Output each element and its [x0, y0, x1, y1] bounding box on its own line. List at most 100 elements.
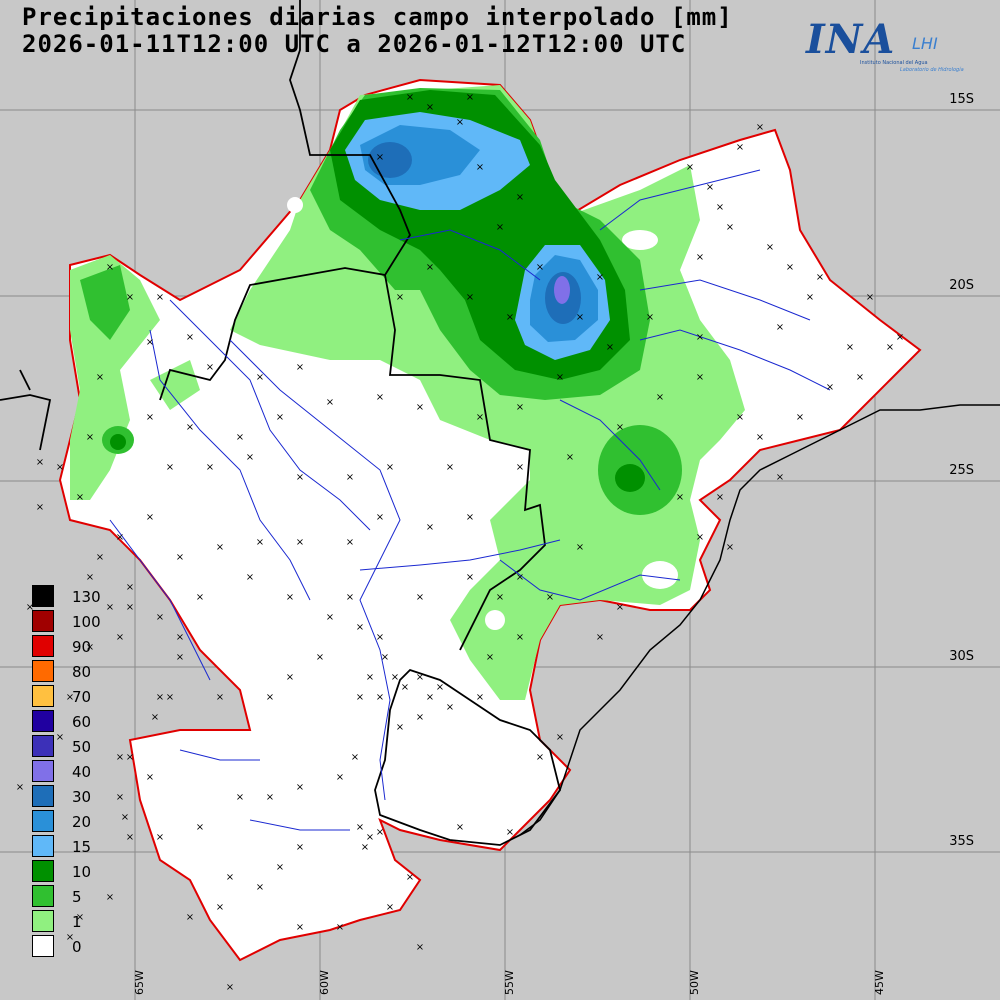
station-marker: ×: [426, 262, 434, 273]
legend-item: 100: [32, 610, 102, 635]
station-marker: ×: [126, 292, 134, 303]
station-marker: ×: [336, 922, 344, 933]
station-marker: ×: [296, 362, 304, 373]
station-marker: ×: [386, 902, 394, 913]
station-marker: ×: [296, 782, 304, 793]
station-marker: ×: [406, 872, 414, 883]
station-marker: ×: [546, 592, 554, 603]
station-marker: ×: [596, 632, 604, 643]
legend-item: 0: [32, 935, 102, 960]
station-marker: ×: [376, 827, 384, 838]
station-marker: ×: [676, 492, 684, 503]
station-marker: ×: [366, 672, 374, 683]
legend-swatch: [32, 935, 54, 957]
lat-label-25s: 25S: [949, 463, 974, 478]
station-marker: ×: [266, 692, 274, 703]
map-title: Precipitaciones diarias campo interpolad…: [22, 3, 733, 31]
legend-label: 70: [72, 688, 92, 706]
station-marker: ×: [386, 462, 394, 473]
station-marker: ×: [286, 592, 294, 603]
station-marker: ×: [26, 602, 34, 613]
station-marker: ×: [56, 462, 64, 473]
legend-swatch: [32, 810, 54, 832]
station-marker: ×: [381, 652, 389, 663]
station-marker: ×: [376, 632, 384, 643]
station-marker: ×: [696, 532, 704, 543]
station-marker: ×: [856, 372, 864, 383]
legend-item: 10: [32, 860, 102, 885]
station-marker: ×: [256, 882, 264, 893]
legend-swatch: [32, 860, 54, 882]
station-marker: ×: [706, 182, 714, 193]
legend-swatch: [32, 610, 54, 632]
legend-item: 50: [32, 735, 102, 760]
station-marker: ×: [126, 602, 134, 613]
station-marker: ×: [246, 572, 254, 583]
station-marker: ×: [516, 402, 524, 413]
station-marker: ×: [346, 537, 354, 548]
station-marker: ×: [266, 792, 274, 803]
legend-label: 130: [72, 588, 101, 606]
station-marker: ×: [426, 102, 434, 113]
station-marker: ×: [696, 372, 704, 383]
station-marker: ×: [216, 542, 224, 553]
legend-label: 10: [72, 863, 92, 881]
station-marker: ×: [376, 392, 384, 403]
station-marker: ×: [226, 872, 234, 883]
station-marker: ×: [366, 832, 374, 843]
ina-logo: INA LHI Instituto Nacional del Agua Labo…: [800, 16, 970, 82]
station-marker: ×: [766, 242, 774, 253]
station-marker: ×: [176, 632, 184, 643]
station-marker: ×: [516, 572, 524, 583]
station-marker: ×: [176, 552, 184, 563]
station-marker: ×: [76, 492, 84, 503]
station-marker: ×: [156, 292, 164, 303]
logo-ina-text: INA: [806, 16, 896, 63]
legend-swatch: [32, 635, 54, 657]
station-marker: ×: [256, 372, 264, 383]
station-marker: ×: [596, 272, 604, 283]
station-marker: ×: [496, 592, 504, 603]
station-marker: ×: [726, 542, 734, 553]
station-marker: ×: [426, 692, 434, 703]
station-marker: ×: [276, 412, 284, 423]
legend-label: 0: [72, 938, 82, 956]
legend-swatch: [32, 735, 54, 757]
station-marker: ×: [196, 822, 204, 833]
station-marker: ×: [146, 337, 154, 348]
station-marker: ×: [576, 312, 584, 323]
station-marker: ×: [506, 312, 514, 323]
station-marker: ×: [886, 342, 894, 353]
station-marker: ×: [516, 462, 524, 473]
station-marker: ×: [476, 412, 484, 423]
legend-label: 30: [72, 788, 92, 806]
legend-swatch: [32, 710, 54, 732]
station-marker: ×: [696, 332, 704, 343]
station-marker: ×: [396, 722, 404, 733]
station-marker: ×: [66, 692, 74, 703]
station-marker: ×: [296, 922, 304, 933]
station-marker: ×: [36, 502, 44, 513]
station-marker: ×: [416, 942, 424, 953]
station-marker: ×: [316, 652, 324, 663]
station-marker: ×: [616, 422, 624, 433]
station-marker: ×: [121, 812, 129, 823]
station-marker: ×: [776, 472, 784, 483]
station-marker: ×: [236, 792, 244, 803]
station-marker: ×: [401, 682, 409, 693]
legend-swatch: [32, 785, 54, 807]
lat-label-35s: 35S: [949, 834, 974, 849]
station-marker: ×: [606, 342, 614, 353]
station-marker: ×: [151, 712, 159, 723]
station-marker: ×: [66, 932, 74, 943]
station-marker: ×: [516, 192, 524, 203]
station-marker: ×: [356, 622, 364, 633]
legend-item: 130: [32, 585, 102, 610]
station-marker: ×: [116, 752, 124, 763]
legend-label: 5: [72, 888, 82, 906]
station-marker: ×: [116, 532, 124, 543]
station-marker: ×: [756, 432, 764, 443]
lon-label-65w: 65W: [133, 970, 146, 995]
station-marker: ×: [106, 262, 114, 273]
